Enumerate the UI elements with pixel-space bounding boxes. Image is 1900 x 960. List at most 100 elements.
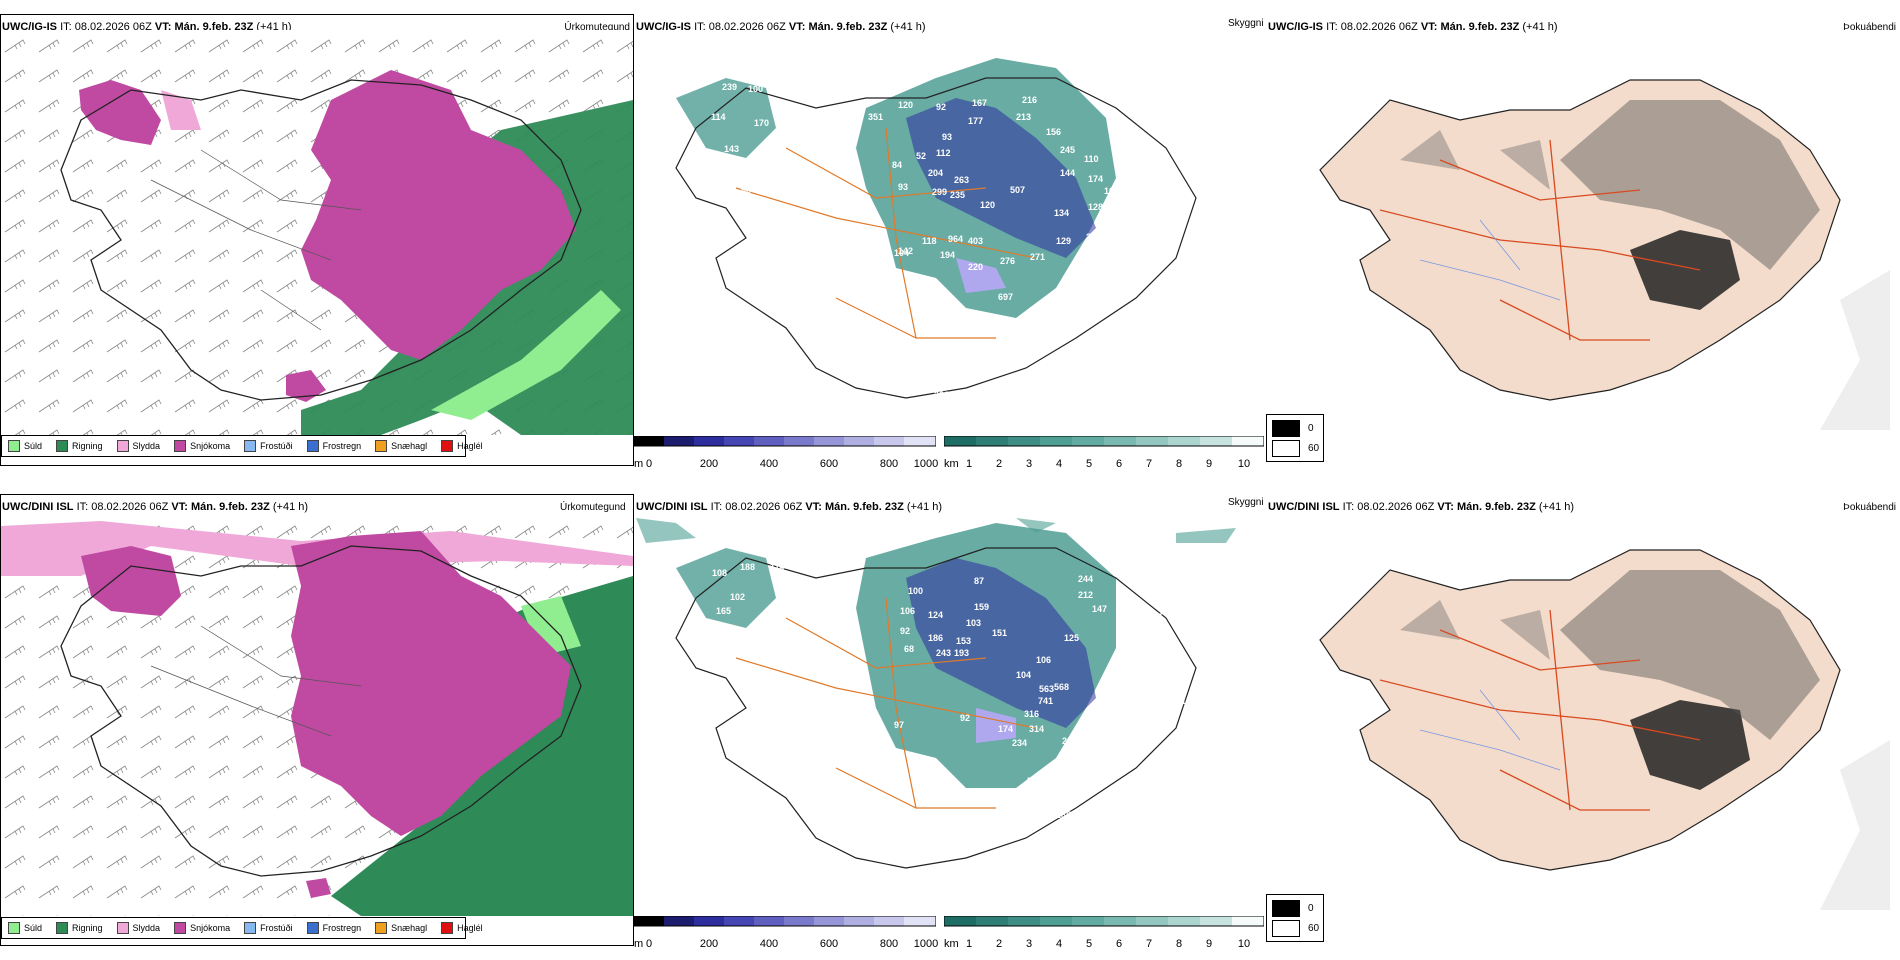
fog-swatch bbox=[1272, 920, 1300, 937]
visibility-gradient bbox=[944, 916, 1264, 927]
legend-item: Frostregn bbox=[306, 440, 361, 452]
legend-swatch bbox=[306, 922, 319, 934]
legend-swatch bbox=[116, 922, 129, 934]
row1-fog-title: UWC/IG-IS IT: 08.02.2026 06Z VT: Mán. 9.… bbox=[1268, 21, 1558, 33]
cloud-label: 171 bbox=[1094, 248, 1109, 258]
row2-vis-map: 108 188 114 102 108 165 153 100 106 87 1… bbox=[636, 518, 1236, 869]
row2-vis-title: UWC/DINI ISL IT: 08.02.2026 06Z VT: Mán.… bbox=[636, 501, 943, 513]
cloud-label: 271 bbox=[1030, 252, 1045, 262]
cloudbase-gradient bbox=[634, 436, 936, 447]
cloud-label: 114 bbox=[711, 112, 726, 122]
fog-swatch bbox=[1272, 900, 1300, 917]
iceland-outline bbox=[675, 77, 1197, 399]
visibility-tick: 8 bbox=[1175, 938, 1183, 950]
land bbox=[1319, 79, 1841, 401]
cloud-label: 125 bbox=[1064, 633, 1079, 643]
cloud-label: 112 bbox=[936, 148, 951, 158]
cloud-label: 239 bbox=[722, 82, 737, 92]
legend-item: Rigning bbox=[56, 440, 103, 452]
legend-swatch bbox=[56, 922, 69, 934]
legend-item: Snæhagl bbox=[375, 440, 427, 452]
visibility-tick: 4 bbox=[1055, 458, 1063, 470]
fog-legend-row: 0 bbox=[1272, 420, 1314, 437]
cloud-label: 144 bbox=[1060, 168, 1075, 178]
cloud-label: 143 bbox=[724, 144, 739, 154]
cloud-label: 186 bbox=[928, 633, 943, 643]
drizzle-area bbox=[431, 290, 621, 420]
cloud-label: 92 bbox=[960, 713, 970, 723]
visibility-tick: 9 bbox=[1205, 458, 1213, 470]
visibility-tick: 2 bbox=[995, 938, 1003, 950]
row2-visibility-colorbar: km 1 2 3 4 5 6 7 8 9 10 bbox=[944, 916, 1264, 960]
fog-legend-row: 0 bbox=[1272, 900, 1314, 917]
cloud-label: 568 bbox=[1054, 682, 1069, 692]
cloud-label: 103 bbox=[966, 618, 981, 628]
fog-legend-row: 60 bbox=[1272, 920, 1319, 937]
legend-item: Haglél bbox=[441, 922, 483, 934]
cloud-label: 89 bbox=[1202, 202, 1212, 212]
cloudbase-tick: 600 bbox=[819, 938, 839, 950]
cloud-label: 92 bbox=[936, 102, 946, 112]
cloud-label: 243 bbox=[936, 648, 951, 658]
cloud-label: 97 bbox=[1152, 612, 1162, 622]
cloud-label: 151 bbox=[992, 628, 1007, 638]
cloud-label: 235 bbox=[950, 190, 965, 200]
cloud-label: 128 bbox=[1088, 202, 1103, 212]
cloud-label: 153 bbox=[956, 636, 971, 646]
legend-item: Slydda bbox=[116, 440, 160, 452]
visibility-tick: 9 bbox=[1205, 938, 1213, 950]
cloud-label: 122 bbox=[1148, 645, 1163, 655]
legend-swatch bbox=[56, 440, 69, 452]
cloud-label: 174 bbox=[998, 724, 1013, 734]
snow-nw bbox=[81, 546, 181, 616]
row1-fog-legend: 0 60 bbox=[1266, 414, 1324, 462]
cloudbase-tick: 0 bbox=[645, 458, 653, 470]
cloud-label: 110 bbox=[1106, 276, 1121, 286]
row1-precip-label: Úrkomutegund bbox=[564, 22, 630, 33]
visibility-tick: 1 bbox=[965, 458, 973, 470]
cloud-label: 108 bbox=[712, 568, 727, 578]
legend-swatch bbox=[174, 440, 187, 452]
cloud-label: 147 bbox=[1092, 604, 1107, 614]
cloud-label: 196 bbox=[1114, 240, 1129, 250]
cloud-label: 153 bbox=[758, 620, 773, 630]
cloud-label: 220 bbox=[968, 262, 983, 272]
cloud-label: 290 bbox=[1062, 736, 1077, 746]
cloud-label: 52 bbox=[916, 151, 926, 161]
cloud-label: 110 bbox=[1084, 154, 1099, 164]
row2-fog-legend: 0 60 bbox=[1266, 894, 1324, 942]
legend-swatch bbox=[244, 440, 257, 452]
cloud-label: 100 bbox=[748, 84, 763, 94]
visibility-tick: 10 bbox=[1237, 938, 1251, 950]
cloudbase-tick: 200 bbox=[699, 938, 719, 950]
cloud-label: 177 bbox=[968, 116, 983, 126]
legend-item: Súld bbox=[8, 440, 42, 452]
cloud-label: 697 bbox=[998, 292, 1013, 302]
cloud-label: 199 bbox=[1184, 150, 1199, 160]
snow-area bbox=[291, 531, 571, 836]
row2-precip-label: Úrkomutegund bbox=[560, 502, 626, 513]
cloud-label: 403 bbox=[968, 236, 983, 246]
visibility-unit: km bbox=[944, 938, 959, 950]
fog-shade bbox=[1560, 100, 1820, 270]
cloud-label: 316 bbox=[1024, 709, 1039, 719]
cloud-label: 134 bbox=[1072, 260, 1087, 270]
legend-item: Frostúði bbox=[244, 922, 293, 934]
row1-vis-map: 239 100 114 170 143 98 351 120 92 167 17… bbox=[675, 58, 1212, 400]
cloud-label: 124 bbox=[928, 610, 943, 620]
cloud-label: 212 bbox=[1078, 590, 1093, 600]
legend-swatch bbox=[441, 922, 454, 934]
cloudbase-area bbox=[906, 98, 1096, 258]
cloudbase-gradient bbox=[634, 916, 936, 927]
row1-vis-title: UWC/IG-IS IT: 08.02.2026 06Z VT: Mán. 9.… bbox=[636, 21, 926, 33]
iceland-outline bbox=[60, 545, 582, 877]
cloud-label: 351 bbox=[868, 112, 883, 122]
fog-dense bbox=[1630, 700, 1750, 790]
row2-precip-frame bbox=[0, 494, 634, 946]
visibility-tick: 1 bbox=[965, 938, 973, 950]
visibility-gradient bbox=[944, 436, 1264, 447]
row2-title: UWC/DINI ISL IT: 08.02.2026 06Z VT: Mán.… bbox=[2, 501, 309, 513]
visibility-tick: 5 bbox=[1085, 458, 1093, 470]
cloudbase-tick: 200 bbox=[699, 458, 719, 470]
snow-nw bbox=[79, 80, 161, 145]
